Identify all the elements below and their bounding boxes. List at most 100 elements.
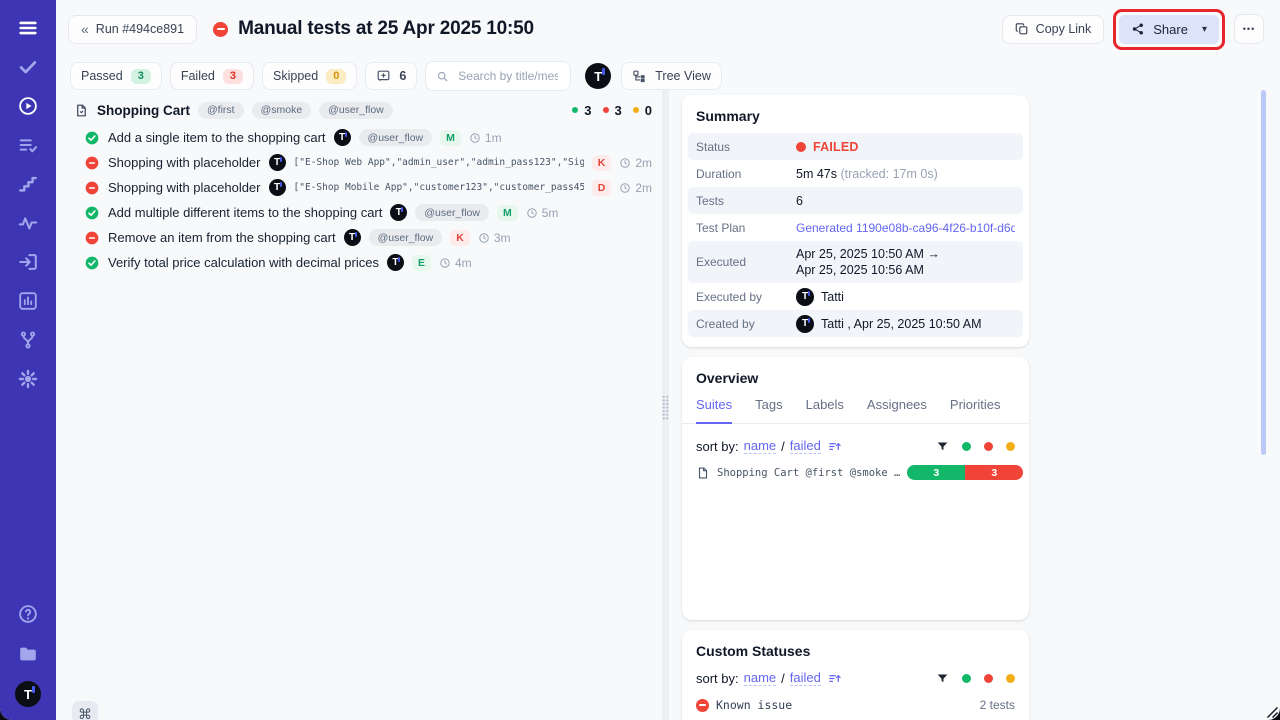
tab-labels[interactable]: Labels bbox=[805, 397, 844, 412]
command-palette-button[interactable]: ⌘ bbox=[72, 701, 98, 720]
window-resize-grip[interactable] bbox=[1267, 707, 1278, 718]
branch-icon[interactable] bbox=[16, 328, 40, 352]
owner-avatar-icon: T bbox=[268, 154, 286, 171]
sign-in-icon[interactable] bbox=[16, 250, 40, 274]
test-row[interactable]: Remove an item from the shopping cart T … bbox=[70, 225, 652, 250]
filter-comments[interactable]: 6 bbox=[365, 62, 418, 90]
failed-label: Failed bbox=[180, 69, 215, 83]
tag-pill[interactable]: @user_flow bbox=[358, 129, 433, 146]
summary-row-duration: Duration 5m 47s (tracked: 17m 0s) bbox=[688, 160, 1023, 187]
tag-pill[interactable]: @smoke bbox=[251, 101, 312, 119]
summary-title: Summary bbox=[696, 108, 760, 124]
clock-icon bbox=[620, 182, 631, 193]
more-options-button[interactable]: ••• bbox=[1234, 14, 1264, 44]
sort-by-name-link[interactable]: name bbox=[743, 438, 777, 454]
tag-pill[interactable]: @user_flow bbox=[319, 101, 393, 119]
overview-suite-label: Shopping Cart @first @smoke … bbox=[717, 466, 901, 479]
gear-icon[interactable] bbox=[16, 367, 40, 391]
pulse-icon[interactable] bbox=[16, 211, 40, 235]
overview-sort-row: sort by: name / failed bbox=[682, 424, 1029, 461]
run-failed-icon bbox=[213, 21, 229, 37]
legend-failed-dot[interactable] bbox=[984, 673, 993, 683]
summary-row-executed: Executed Apr 25, 2025 10:50 AM → Apr 25, … bbox=[688, 241, 1023, 283]
search-input[interactable] bbox=[456, 68, 561, 84]
filter-passed[interactable]: Passed 3 bbox=[70, 62, 162, 90]
clock-icon bbox=[440, 257, 450, 268]
tag-pill[interactable]: @user_flow bbox=[415, 204, 489, 221]
custom-statuses-title: Custom Statuses bbox=[696, 643, 811, 659]
user-avatar[interactable]: T bbox=[15, 681, 41, 707]
chevrons-left-icon: « bbox=[81, 21, 89, 37]
suite-header[interactable]: Shopping Cart @first @smoke @user_flow 3… bbox=[70, 98, 652, 122]
legend-passed-dot[interactable] bbox=[962, 673, 971, 683]
tab-suites[interactable]: Suites bbox=[696, 397, 733, 424]
legend-failed-dot[interactable] bbox=[984, 441, 993, 451]
failed-icon bbox=[84, 180, 100, 196]
assignee-badge: M bbox=[496, 204, 518, 221]
bar-chart-icon[interactable] bbox=[16, 289, 40, 313]
overview-suite-row[interactable]: Shopping Cart @first @smoke … 3 3 bbox=[682, 461, 1029, 484]
app-logo-icon[interactable]: T bbox=[585, 63, 612, 89]
test-row[interactable]: Shopping with placeholder T ["E-Shop Web… bbox=[70, 150, 652, 175]
summary-row-executed-by: Executed by T Tatti bbox=[688, 283, 1023, 310]
legend-skipped-dot[interactable] bbox=[1006, 673, 1015, 683]
filter-funnel-icon[interactable] bbox=[936, 440, 949, 453]
test-row[interactable]: Shopping with placeholder T ["E-Shop Mob… bbox=[70, 175, 652, 200]
filter-skipped[interactable]: Skipped 0 bbox=[262, 62, 358, 90]
suite-name: Shopping Cart bbox=[97, 102, 190, 118]
results-bar: 3 3 bbox=[907, 465, 1024, 480]
passed-icon bbox=[84, 255, 100, 271]
test-row[interactable]: Add a single item to the shopping cart T… bbox=[70, 125, 652, 150]
custom-status-row[interactable]: Known issue 2 tests bbox=[682, 693, 1029, 717]
custom-status-label: Known issue bbox=[716, 698, 793, 712]
back-to-run-button[interactable]: « Run #494ce891 bbox=[68, 14, 198, 44]
tag-pill[interactable]: @first bbox=[198, 101, 244, 119]
tree-view-button[interactable]: Tree View bbox=[621, 62, 722, 90]
sort-by-name-link[interactable]: name bbox=[743, 670, 777, 686]
test-row[interactable]: Add multiple different items to the shop… bbox=[70, 200, 652, 225]
clock-icon bbox=[470, 132, 480, 143]
caret-down-icon[interactable]: ▾ bbox=[1201, 23, 1207, 35]
avatar-initial: T bbox=[15, 681, 41, 707]
filter-failed[interactable]: Failed 3 bbox=[169, 62, 254, 90]
share-label: Share bbox=[1153, 21, 1188, 37]
executed-by-value: T Tatti bbox=[796, 287, 1015, 306]
suite-failed-count: 3 bbox=[614, 102, 622, 118]
help-icon[interactable] bbox=[16, 602, 40, 626]
suite-counts: 3 3 0 bbox=[572, 103, 652, 118]
summary-row-test-plan: Test Plan Generated 1190e08b-ca96-4f26-b… bbox=[688, 214, 1023, 241]
vertical-scrollbar-thumb[interactable] bbox=[1261, 90, 1266, 455]
sort-ascending-icon[interactable] bbox=[828, 439, 843, 454]
list-check-icon[interactable] bbox=[16, 133, 40, 157]
owner-avatar-icon: T bbox=[386, 254, 404, 271]
assignee-badge: K bbox=[450, 229, 470, 246]
duration-value: 5m 47s (tracked: 17m 0s) bbox=[796, 166, 938, 181]
sort-by-failed-link[interactable]: failed bbox=[789, 438, 821, 454]
copy-link-button[interactable]: Copy Link bbox=[1001, 14, 1105, 44]
menu-icon[interactable] bbox=[16, 16, 40, 40]
tag-pill[interactable]: @user_flow bbox=[368, 229, 443, 246]
folder-icon[interactable] bbox=[16, 642, 40, 666]
clock-icon bbox=[620, 157, 631, 168]
steps-icon[interactable] bbox=[16, 172, 40, 196]
tab-assignees[interactable]: Assignees bbox=[866, 397, 927, 412]
check-icon[interactable] bbox=[16, 55, 40, 79]
owner-avatar-icon: T bbox=[390, 204, 408, 221]
search-box[interactable] bbox=[425, 61, 572, 91]
play-circle-icon[interactable] bbox=[16, 94, 40, 118]
test-data-snippet: ["E-Shop Mobile App","customer123","cust… bbox=[293, 182, 584, 193]
test-row[interactable]: Verify total price calculation with deci… bbox=[70, 250, 652, 275]
divider-grip-handle[interactable] bbox=[662, 395, 669, 421]
tab-tags[interactable]: Tags bbox=[755, 397, 783, 412]
test-duration: 5m bbox=[526, 206, 558, 220]
tab-priorities[interactable]: Priorities bbox=[949, 397, 1001, 412]
share-button[interactable]: Share ▾ bbox=[1119, 14, 1219, 44]
user-avatar-icon: T bbox=[796, 314, 814, 333]
legend-passed-dot[interactable] bbox=[962, 441, 971, 451]
filter-funnel-icon[interactable] bbox=[936, 672, 949, 685]
passed-label: Passed bbox=[81, 69, 123, 83]
test-plan-link[interactable]: Generated 1190e08b-ca96-4f26-b10f-d6dc..… bbox=[796, 220, 1015, 235]
sort-by-failed-link[interactable]: failed bbox=[789, 670, 821, 686]
sort-ascending-icon[interactable] bbox=[828, 671, 843, 686]
legend-skipped-dot[interactable] bbox=[1006, 441, 1015, 451]
